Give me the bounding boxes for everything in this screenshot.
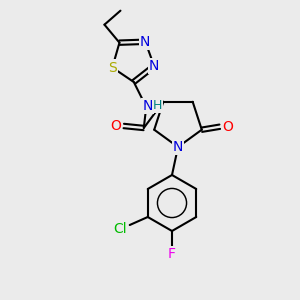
Text: H: H bbox=[153, 100, 163, 112]
Text: S: S bbox=[108, 61, 117, 74]
Text: N: N bbox=[140, 35, 151, 49]
Text: N: N bbox=[173, 140, 183, 154]
Text: N: N bbox=[142, 99, 153, 113]
Text: F: F bbox=[168, 247, 176, 261]
Text: O: O bbox=[110, 119, 121, 133]
Text: Cl: Cl bbox=[113, 222, 127, 236]
Text: N: N bbox=[149, 59, 159, 73]
Text: O: O bbox=[222, 120, 233, 134]
